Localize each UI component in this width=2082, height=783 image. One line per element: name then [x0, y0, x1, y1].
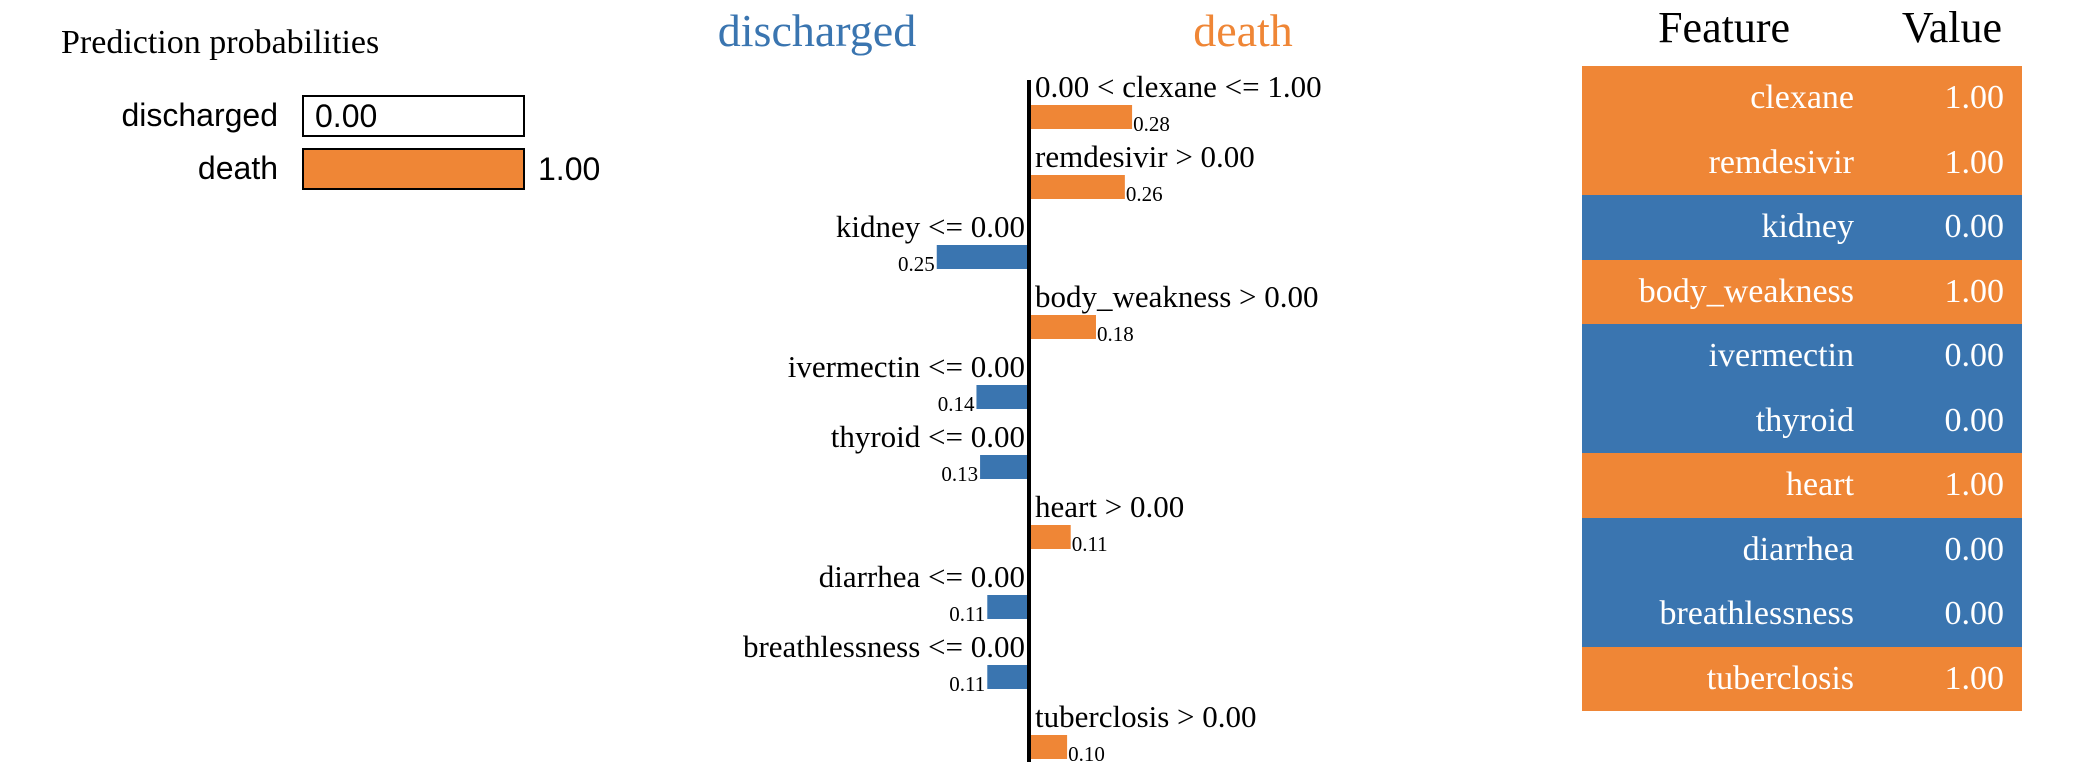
table-row: tuberclosis 1.00	[1582, 646, 2022, 711]
contribution-value-label: 0.28	[1133, 112, 1170, 136]
table-row: breathlessness 0.00	[1582, 582, 2022, 647]
table-row: thyroid 0.00	[1582, 388, 2022, 453]
contribution-value-label: 0.11	[949, 602, 985, 626]
probability-bar-frame	[302, 95, 525, 137]
contribution-bar	[1031, 105, 1133, 129]
contribution-value-label: 0.14	[938, 392, 975, 416]
positive-class-label: death	[1193, 5, 1293, 56]
probability-bar-fill	[303, 149, 524, 189]
feature-condition-label: remdesivir > 0.00	[1035, 139, 1255, 174]
contribution-bar	[1031, 175, 1125, 199]
negative-class-label: discharged	[718, 5, 916, 56]
prediction-probabilities-chart: discharged 0.00 death 1.00	[121, 95, 600, 190]
feature-condition-label: heart > 0.00	[1035, 489, 1184, 524]
probability-value: 0.00	[315, 98, 377, 134]
contribution-value-label: 0.25	[898, 252, 935, 276]
feature-condition-label: kidney <= 0.00	[836, 209, 1025, 244]
contribution-value-label: 0.13	[941, 462, 978, 486]
feature-condition-label: breathlessness <= 0.00	[743, 629, 1025, 664]
feature-condition-label: body_weakness > 0.00	[1035, 279, 1319, 314]
probability-label: discharged	[121, 97, 278, 133]
table-row: kidney 0.00	[1582, 195, 2022, 260]
feature-condition-label: thyroid <= 0.00	[831, 419, 1025, 454]
value-header: Value	[1901, 3, 2002, 52]
contribution-bar	[987, 665, 1027, 689]
probability-value: 1.00	[538, 151, 600, 187]
table-row: remdesivir 1.00	[1582, 130, 2022, 195]
contribution-value-label: 0.18	[1097, 322, 1134, 346]
table-value-cell: 1.00	[1944, 466, 2005, 503]
table-value-cell: 1.00	[1944, 143, 2005, 181]
prediction-probabilities-title: Prediction probabilities	[61, 24, 380, 61]
table-value-cell: 0.00	[1944, 337, 2005, 374]
table-feature-cell: tuberclosis	[1706, 659, 1854, 697]
contribution-bar	[1031, 735, 1068, 759]
table-value-cell: 1.00	[1944, 659, 2005, 697]
feature-condition-label: tuberclosis > 0.00	[1035, 699, 1257, 734]
contribution-value-label: 0.11	[1072, 532, 1108, 556]
table-row: clexane 1.00	[1582, 66, 2022, 131]
probability-bar-frame	[302, 148, 525, 190]
table-row: heart 1.00	[1582, 453, 2022, 518]
contribution-value-label: 0.11	[949, 672, 985, 696]
contribution-value-label: 0.10	[1068, 742, 1105, 766]
table-value-cell: 0.00	[1944, 208, 2005, 245]
table-feature-cell: thyroid	[1755, 401, 1854, 439]
table-feature-cell: body_weakness	[1638, 272, 1854, 310]
table-row: ivermectin 0.00	[1582, 324, 2022, 389]
table-feature-cell: clexane	[1750, 79, 1854, 116]
table-feature-cell: ivermectin	[1708, 337, 1854, 374]
table-value-cell: 1.00	[1944, 79, 2005, 116]
contribution-bar	[936, 245, 1027, 269]
contribution-bar	[1031, 315, 1096, 339]
feature-condition-label: diarrhea <= 0.00	[819, 559, 1025, 594]
table-row: body_weakness 1.00	[1582, 259, 2022, 324]
feature-condition-label: ivermectin <= 0.00	[788, 349, 1025, 384]
feature-header: Feature	[1658, 3, 1790, 52]
table-value-cell: 0.00	[1944, 401, 2005, 439]
contribution-bar	[987, 595, 1027, 619]
contribution-value-label: 0.26	[1126, 182, 1163, 206]
table-feature-cell: heart	[1786, 466, 1854, 503]
probability-label: death	[198, 150, 278, 186]
table-value-cell: 0.00	[1944, 595, 2005, 632]
table-value-cell: 0.00	[1944, 530, 2005, 568]
table-feature-cell: breathlessness	[1659, 595, 1854, 632]
feature-condition-label: 0.00 < clexane <= 1.00	[1035, 69, 1322, 104]
table-value-cell: 1.00	[1944, 272, 2005, 310]
table-feature-cell: remdesivir	[1708, 143, 1854, 181]
table-feature-cell: kidney	[1761, 208, 1854, 245]
table-row: diarrhea 0.00	[1582, 517, 2022, 582]
contribution-bar	[1031, 525, 1071, 549]
contribution-bar	[980, 455, 1027, 479]
table-feature-cell: diarrhea	[1742, 530, 1854, 568]
contribution-bar	[976, 385, 1027, 409]
explanation-chart: discharged death 0.00 < clexane <= 1.00 0…	[718, 5, 1322, 766]
